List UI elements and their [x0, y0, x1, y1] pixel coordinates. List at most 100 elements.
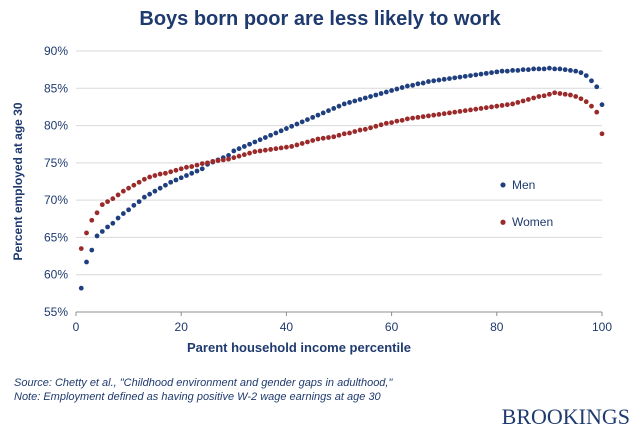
- men-point: [541, 66, 547, 72]
- women-point: [373, 123, 379, 129]
- women-point: [210, 158, 216, 164]
- men-point: [478, 71, 484, 77]
- men-point: [105, 224, 110, 230]
- women-point: [404, 116, 410, 122]
- men-point: [468, 73, 473, 79]
- women-point: [305, 139, 310, 145]
- men-point: [568, 67, 573, 73]
- men-point: [410, 82, 416, 88]
- women-point: [115, 192, 121, 198]
- men-point: [599, 102, 605, 108]
- women-point: [299, 141, 305, 146]
- men-point: [457, 74, 463, 80]
- women-point: [478, 106, 484, 111]
- women-point: [257, 148, 263, 154]
- x-tick-label: 20: [175, 320, 189, 334]
- women-point: [215, 158, 221, 164]
- men-point: [157, 185, 163, 191]
- women-point: [268, 147, 274, 152]
- y-tick-label: 55%: [44, 305, 68, 319]
- women-point: [205, 160, 210, 166]
- y-tick-label: 70%: [44, 193, 68, 207]
- men-point: [589, 78, 594, 84]
- women-point: [315, 136, 321, 142]
- men-point: [141, 194, 147, 200]
- men-point: [573, 68, 579, 74]
- women-point: [78, 246, 84, 252]
- women-point: [447, 110, 452, 116]
- men-point: [310, 114, 316, 120]
- y-tick-label: 90%: [44, 44, 68, 58]
- women-point: [452, 109, 458, 115]
- y-tick-label: 60%: [44, 268, 68, 282]
- women-point: [515, 100, 521, 105]
- women-point: [562, 91, 568, 97]
- women-point: [468, 107, 473, 113]
- women-point: [194, 162, 200, 168]
- men-point: [257, 137, 263, 143]
- women-point: [362, 126, 368, 132]
- source-line: Source: Chetty et al., "Childhood enviro…: [14, 377, 393, 389]
- women-point: [557, 91, 563, 96]
- women-point: [284, 144, 289, 150]
- men-point: [368, 94, 373, 99]
- women-point: [547, 91, 552, 97]
- men-point: [110, 220, 116, 226]
- men-point: [336, 103, 342, 109]
- women-point: [504, 102, 510, 108]
- men-point: [247, 141, 252, 147]
- women-point: [462, 108, 468, 114]
- women-point: [220, 157, 226, 163]
- women-point: [252, 149, 258, 155]
- women-point: [341, 131, 347, 137]
- men-point: [326, 108, 331, 114]
- men-point: [389, 88, 394, 93]
- x-tick-label: 100: [592, 320, 612, 334]
- men-point: [552, 66, 558, 72]
- women-point: [473, 106, 479, 112]
- men-point: [241, 144, 247, 149]
- women-point: [199, 161, 205, 167]
- men-point: [473, 72, 479, 78]
- women-point: [578, 96, 584, 102]
- men-point: [315, 112, 321, 118]
- women-point: [410, 115, 416, 121]
- women-point: [110, 196, 116, 202]
- women-point: [357, 127, 363, 133]
- note-line: Note: Employment defined as having posit…: [14, 391, 381, 403]
- men-point: [483, 70, 489, 76]
- women-point: [347, 130, 352, 136]
- men-point: [426, 79, 431, 84]
- men-point: [520, 67, 526, 73]
- men-point: [278, 128, 284, 134]
- men-point: [531, 66, 537, 72]
- men-point: [236, 146, 242, 152]
- men-point: [404, 83, 410, 89]
- men-point: [383, 89, 389, 95]
- women-point: [552, 90, 558, 96]
- x-tick-label: 0: [73, 320, 80, 334]
- men-point: [284, 126, 289, 131]
- women-point: [173, 167, 179, 173]
- women-point: [126, 185, 131, 191]
- men-point: [262, 135, 268, 140]
- men-point: [84, 259, 89, 265]
- x-tick-label: 60: [385, 320, 399, 334]
- women-point: [436, 111, 442, 117]
- women-point: [241, 152, 247, 158]
- women-point: [273, 146, 279, 152]
- men-point: [431, 78, 437, 84]
- women-point: [262, 147, 268, 153]
- men-point: [462, 73, 468, 79]
- men-point: [126, 207, 131, 213]
- women-point: [541, 93, 547, 99]
- women-point: [536, 94, 542, 99]
- men-point: [189, 170, 195, 176]
- y-tick-label: 85%: [44, 81, 68, 95]
- men-point: [331, 106, 337, 111]
- women-point: [294, 142, 300, 148]
- men-point: [352, 98, 358, 104]
- women-point: [147, 174, 153, 180]
- men-point: [163, 182, 168, 188]
- women-point: [415, 114, 421, 120]
